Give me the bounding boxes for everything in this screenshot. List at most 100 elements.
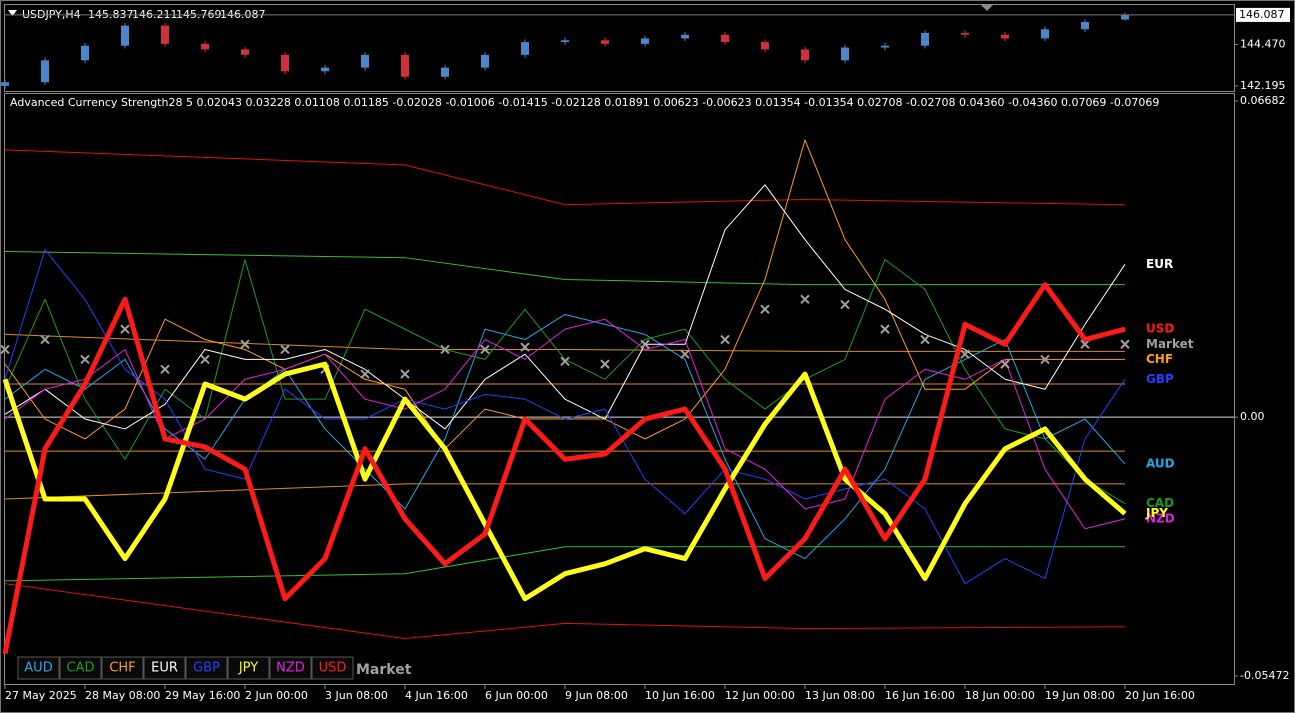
candle-body <box>401 54 409 77</box>
marker-stroke <box>80 354 90 365</box>
y-tick-label: 0.00 <box>1240 410 1265 423</box>
legend-button-frame[interactable] <box>269 656 312 680</box>
market-marker <box>560 356 570 367</box>
candle-body <box>921 32 929 46</box>
x-tick-label: 13 Jun 08:00 <box>805 689 875 702</box>
marker-stroke <box>1000 359 1010 369</box>
legend-button[interactable]: USD <box>319 661 347 676</box>
market-marker <box>720 334 730 345</box>
candle-body <box>321 67 329 72</box>
market-marker <box>840 299 850 310</box>
legend-button[interactable]: GBP <box>193 661 220 676</box>
indicator-title: Advanced Currency Strength28 5 0.02043 0… <box>10 96 1159 109</box>
legend-button[interactable]: CAD <box>67 661 95 676</box>
market-marker <box>280 344 290 355</box>
market-marker <box>600 359 610 369</box>
y-tick-label: 142.195 <box>1240 79 1286 92</box>
x-tick-label: 3 Jun 08:00 <box>325 689 388 702</box>
legend-button-frame[interactable] <box>17 656 60 680</box>
marker-stroke <box>520 342 530 352</box>
level-band <box>4 583 1126 640</box>
x-tick-label: 19 Jun 08:00 <box>1045 689 1115 702</box>
market-marker <box>880 324 890 334</box>
marker-stroke <box>760 304 770 314</box>
market-marker <box>1120 339 1130 349</box>
legend-button-frame[interactable] <box>143 656 186 680</box>
candle-body <box>161 25 169 44</box>
currency-end-label: NZD <box>1146 511 1175 525</box>
candle-body <box>601 40 609 44</box>
x-tick-label: 28 May 08:00 <box>85 689 160 702</box>
candle-body <box>441 67 449 77</box>
indicator-pane <box>4 93 1235 685</box>
marker-stroke <box>240 339 250 349</box>
candle-body <box>761 42 769 50</box>
market-marker <box>800 294 810 305</box>
candle-body <box>681 34 689 39</box>
currency-end-label: CHF <box>1146 352 1173 366</box>
legend-button[interactable]: EUR <box>151 661 178 676</box>
legend-button-frame[interactable] <box>185 656 228 680</box>
legend-button[interactable]: NZD <box>276 661 305 676</box>
candle-body <box>1041 29 1049 39</box>
market-marker <box>960 349 970 359</box>
legend-button-frame[interactable] <box>311 656 354 680</box>
legend-button[interactable]: CHF <box>109 661 135 676</box>
price-pane <box>4 4 1235 92</box>
legend-button-frame[interactable] <box>59 656 102 680</box>
currency-line <box>4 184 1126 430</box>
marker-stroke <box>920 334 930 345</box>
candle-body <box>521 42 529 55</box>
market-marker <box>160 364 170 375</box>
market-marker <box>760 304 770 314</box>
marker-stroke <box>800 294 810 305</box>
market-marker <box>240 339 250 349</box>
legend-button-frame[interactable] <box>227 656 270 680</box>
x-tick-label: 2 Jun 00:00 <box>245 689 308 702</box>
market-marker <box>480 344 490 355</box>
candle-body <box>241 49 249 55</box>
market-marker <box>120 324 130 334</box>
currency-end-label: Market <box>1146 337 1194 351</box>
legend-button[interactable]: Market <box>356 662 412 678</box>
marker-stroke <box>400 369 410 379</box>
marker-stroke <box>1080 339 1090 349</box>
currency-line <box>2 361 1127 602</box>
legend-button[interactable]: JPY <box>238 661 258 676</box>
level-band <box>4 483 1125 500</box>
marker-stroke <box>280 344 290 355</box>
x-tick-label: 12 Jun 00:00 <box>725 689 795 702</box>
level-band <box>4 333 1125 352</box>
market-marker <box>360 369 370 379</box>
plot-layer: 144.470 142.195 146.087 0.06682 0.00 -0.05472… <box>0 7 1290 702</box>
market-marker <box>640 339 650 349</box>
market-marker <box>40 334 50 345</box>
marker-stroke <box>360 369 370 379</box>
marker-stroke <box>480 344 490 355</box>
candle-body <box>1081 21 1089 30</box>
candle-body <box>481 54 489 68</box>
currency-end-label: CAD <box>1146 496 1174 510</box>
candle-body <box>81 45 89 61</box>
x-tick-label: 16 Jun 16:00 <box>885 689 955 702</box>
marker-stroke <box>560 356 570 367</box>
shift-marker <box>981 5 993 11</box>
market-marker <box>680 349 690 359</box>
marker-stroke <box>880 324 890 334</box>
market-marker <box>920 334 930 345</box>
legend-button-frame[interactable] <box>101 656 144 680</box>
market-marker <box>0 344 10 355</box>
level-band <box>4 546 1125 582</box>
legend-button[interactable]: AUD <box>24 661 52 676</box>
market-marker <box>200 354 210 365</box>
currency-line <box>2 282 1126 655</box>
market-marker <box>80 354 90 365</box>
market-marker <box>1000 359 1010 369</box>
menu-triangle[interactable] <box>8 10 17 16</box>
marker-stroke <box>120 324 130 334</box>
x-tick-label: 6 Jun 00:00 <box>485 689 548 702</box>
candle-body <box>121 25 129 46</box>
marker-stroke <box>40 334 50 345</box>
currency-line <box>4 259 1126 505</box>
marker-stroke <box>960 349 970 359</box>
